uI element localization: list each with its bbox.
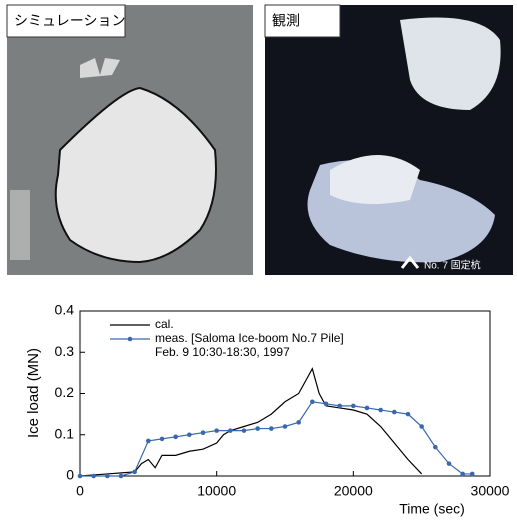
photo-annotation: No. 7 固定杭 <box>424 259 481 272</box>
data-point <box>269 426 274 431</box>
y-tick-label: 0.2 <box>55 384 75 400</box>
data-point <box>323 401 329 407</box>
data-point <box>241 428 247 433</box>
data-point <box>446 461 452 466</box>
data-point <box>419 424 424 429</box>
y-tick-label: 0 <box>66 467 74 483</box>
simulation-photo: シミュレーション <box>6 4 253 275</box>
data-point <box>364 405 370 411</box>
legend-label: meas. [Saloma Ice-boom No.7 Pile] <box>155 331 344 345</box>
observation-photo: No. 7 固定杭 観測 <box>264 4 513 275</box>
data-point <box>469 471 475 477</box>
y-axis-title: Ice load (MN) <box>25 348 42 438</box>
x-axis-title: Time (sec) <box>399 501 465 517</box>
panel-label: 観測 <box>272 13 300 29</box>
data-point <box>77 473 83 479</box>
panel-label: シミュレーション <box>14 13 125 29</box>
data-point <box>310 399 315 405</box>
data-point <box>392 409 397 415</box>
x-tick-label: 10000 <box>197 483 236 499</box>
data-point <box>159 436 165 442</box>
x-tick-label: 0 <box>76 483 84 499</box>
data-point <box>118 473 124 479</box>
y-tick-label: 0.1 <box>55 425 75 441</box>
legend-label: cal. <box>155 317 174 331</box>
data-point <box>200 430 206 435</box>
data-point <box>105 473 110 479</box>
data-point <box>378 407 383 413</box>
data-point <box>337 403 342 409</box>
data-point <box>146 438 151 444</box>
data-point <box>255 426 260 431</box>
data-point <box>173 434 178 440</box>
data-point <box>296 420 301 425</box>
y-tick-label: 0.4 <box>55 302 75 318</box>
x-tick-label: 30000 <box>471 483 510 499</box>
data-point <box>460 471 465 477</box>
data-point <box>187 432 192 438</box>
chart: Ice load (MN) Time (sec) Feb. 9 10:30-18… <box>25 302 510 517</box>
data-point <box>282 424 288 429</box>
data-point <box>351 403 356 409</box>
data-point <box>405 411 411 417</box>
data-point <box>433 444 438 450</box>
data-point <box>91 473 96 479</box>
data-point <box>132 469 137 475</box>
data-point <box>214 428 219 433</box>
series-line <box>80 401 473 477</box>
annotation: Feb. 9 10:30-18:30, 1997 <box>155 345 290 359</box>
data-point <box>228 428 233 433</box>
x-tick-label: 20000 <box>334 483 373 499</box>
series-line <box>79 367 423 477</box>
y-tick-label: 0.3 <box>55 343 75 359</box>
legend-marker <box>127 336 133 342</box>
